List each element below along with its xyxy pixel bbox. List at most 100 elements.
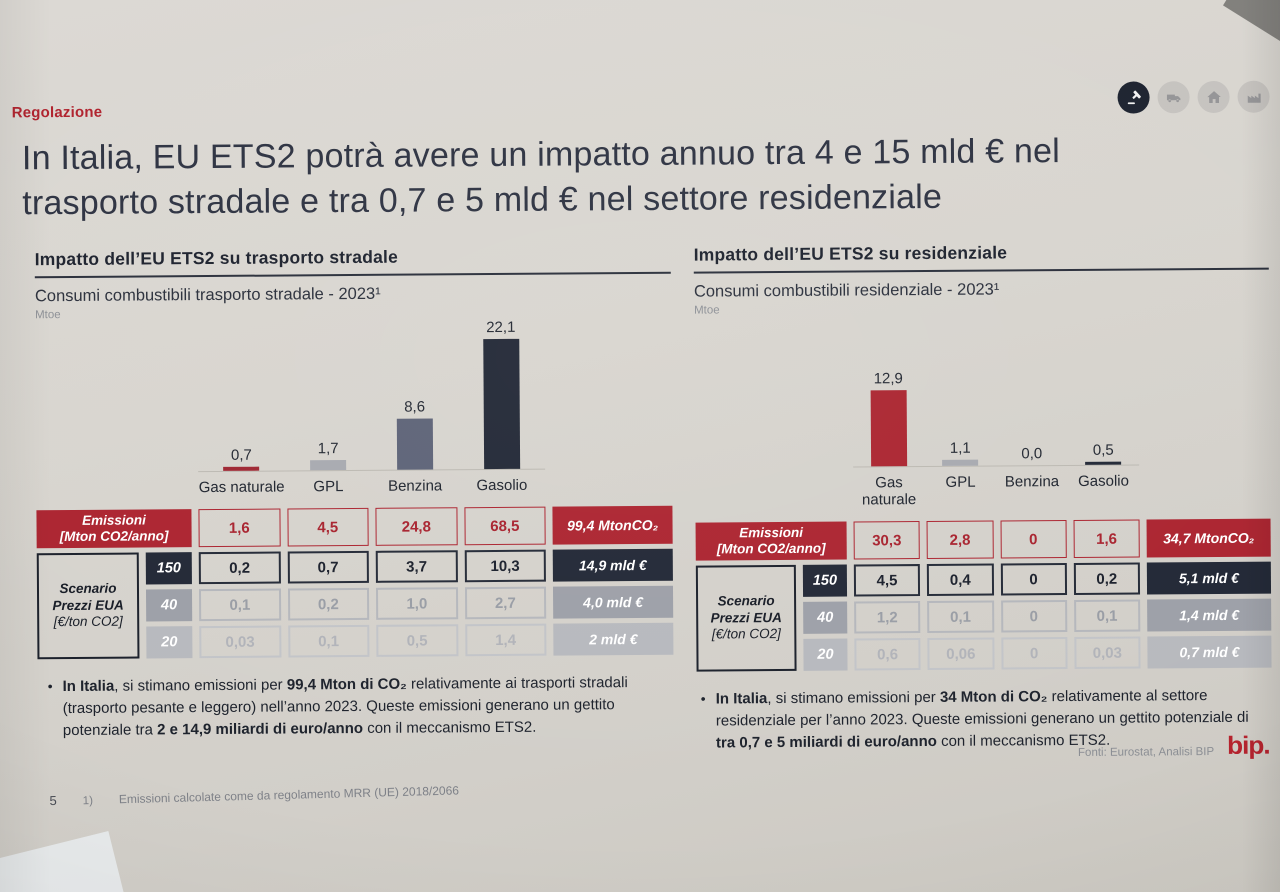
price-label-40: 40 <box>145 589 193 622</box>
section-subtitle: Consumi combustibili residenziale - 2023… <box>693 280 1000 301</box>
bullet-marker: • <box>47 678 53 695</box>
house-icon <box>1197 80 1230 114</box>
scenario-label: Scenario <box>717 592 775 609</box>
scenario-value: 3,7 <box>375 550 458 583</box>
scenario-value: 0,2 <box>198 551 281 585</box>
emissions-value: 24,8 <box>375 507 458 546</box>
scenario-value: 0 <box>1000 637 1068 670</box>
scenario-value: 10,3 <box>464 549 546 583</box>
scenario-value: 0,03 <box>1074 636 1141 669</box>
price-label-150: 150 <box>802 564 848 597</box>
scenario-label: Scenario <box>59 580 117 596</box>
bullet-marker: • <box>700 690 706 707</box>
bar <box>310 460 347 471</box>
category-labels: Gas naturale GPL Benzina Gasolio <box>853 473 1139 509</box>
category-label: Gas naturale <box>861 474 917 509</box>
scenario-value: 0 <box>1000 600 1068 633</box>
panel-trasporto-stradale: Impatto dell’EU ETS2 su trasporto strada… <box>34 244 674 742</box>
bar-value-label: 0,7 <box>230 446 252 464</box>
emissions-header: Emissioni [Mton CO2/anno] <box>695 521 847 561</box>
price-label-40: 40 <box>803 601 848 634</box>
emissions-value: 1,6 <box>1073 519 1140 558</box>
chart-column: 22,1 <box>457 318 545 470</box>
chart-column: 1,1 <box>924 439 996 466</box>
scenario-value: 4,5 <box>853 564 921 597</box>
chart-column: 12,9 <box>852 370 924 467</box>
title-line-1: In Italia, EU ETS2 potrà avere un impatt… <box>21 132 1061 178</box>
bar-value-label: 8,6 <box>404 398 426 416</box>
scenario-value: 1,0 <box>375 587 458 620</box>
footnote-row: 5 1) Emissioni calcolate come da regolam… <box>49 782 459 808</box>
sources-note: Fonti: Eurostat, Analisi BIP <box>1077 745 1215 759</box>
bar-value-label: 22,1 <box>486 318 516 336</box>
axis-unit-label: Mtoe <box>694 304 720 317</box>
scenario-value: 0,2 <box>1073 562 1141 595</box>
scenario-table-trasporto: Emissioni [Mton CO2/anno] 1,6 4,5 24,8 6… <box>36 505 674 660</box>
scenario-value: 1,4 <box>464 623 547 657</box>
bip-logo: bip. <box>1226 731 1270 760</box>
gavel-icon <box>1117 81 1150 114</box>
scenario-sublabel: [€/ton CO2] <box>53 614 123 630</box>
category-icon-row <box>1117 80 1270 114</box>
bar <box>482 338 520 470</box>
scenario-label: Prezzi EUA <box>52 597 124 613</box>
price-label-150: 150 <box>145 552 192 585</box>
scenario-value: 0,03 <box>199 625 281 659</box>
panel-residenziale: Impatto dell’EU ETS2 su residenziale Con… <box>693 240 1273 754</box>
scenario-value: 0,1 <box>287 624 370 658</box>
chart-column: 0,0 <box>996 445 1068 466</box>
bullet-text: In Italia, si stimano emissioni per 99,4… <box>62 674 628 739</box>
truck-icon <box>1157 81 1190 114</box>
emissions-value: 2,8 <box>926 520 994 559</box>
axis-unit-label: Mtoe <box>35 309 61 322</box>
chart-column: 0,5 <box>1067 441 1139 465</box>
footnote-marker: 1) <box>82 794 94 808</box>
bar-value-label: 1,1 <box>949 439 971 457</box>
emissions-label: Emissioni <box>82 512 146 528</box>
category-label: GPL <box>313 478 344 496</box>
bar <box>396 418 434 470</box>
page-number: 5 <box>49 792 57 809</box>
scenario-value: 0,7 <box>287 550 369 584</box>
scenario-total: 14,9 mld € <box>552 548 673 582</box>
category-label: Gasolio <box>1078 472 1129 490</box>
price-label-20: 20 <box>803 638 848 671</box>
emissions-label: Emissioni <box>739 524 804 541</box>
category-label: Gasolio <box>476 476 528 495</box>
scenario-sublabel: [€/ton CO2] <box>711 626 781 642</box>
bar-chart-residenziale: 12,9 1,1 0,0 0,5 <box>852 315 1140 468</box>
category-label: Benzina <box>1004 473 1060 491</box>
scenario-value: 0,1 <box>927 600 994 633</box>
emissions-header: Emissioni [Mton CO2/anno] <box>36 509 192 549</box>
page-title: In Italia, EU ETS2 potrà avere un impatt… <box>22 128 1183 227</box>
scenario-label-box: Scenario Prezzi EUA [€/ton CO2] <box>695 564 797 672</box>
bar-value-label: 1,7 <box>317 440 339 458</box>
section-subtitle: Consumi combustibili trasporto stradale … <box>34 284 381 306</box>
scenario-value: 0,2 <box>287 587 370 621</box>
emissions-total: 99,4 MtonCO₂ <box>552 505 673 545</box>
bullet-trasporto: • In Italia, si stimano emissioni per 99… <box>38 672 674 742</box>
bar <box>1085 461 1122 465</box>
bullet-residenziale: • In Italia, si stimano emissioni per 34… <box>697 685 1272 754</box>
scenario-value: 0,6 <box>854 638 921 671</box>
bullet-text: In Italia, si stimano emissioni per 34 M… <box>715 687 1249 751</box>
bar-value-label: 12,9 <box>873 370 903 388</box>
scenario-label: Prezzi EUA <box>710 609 782 626</box>
scenario-value: 0,4 <box>927 563 994 596</box>
scenario-value: 0 <box>1000 563 1067 596</box>
scenario-value: 0,1 <box>198 588 281 622</box>
emissions-value: 4,5 <box>286 507 369 547</box>
bar <box>870 390 907 467</box>
chart-column: 1,7 <box>285 440 372 471</box>
scenario-total: 0,7 mld € <box>1147 635 1272 669</box>
emissions-sublabel: [Mton CO2/anno] <box>59 528 169 545</box>
scenario-value: 1,2 <box>854 601 921 634</box>
footnote-text: Emissioni calcolate come da regolamento … <box>118 783 460 807</box>
scenario-value: 0,5 <box>376 624 458 657</box>
section-title: Impatto dell’EU ETS2 su residenziale <box>693 240 1269 274</box>
emissions-total: 34,7 MtonCO₂ <box>1146 518 1271 558</box>
price-label-20: 20 <box>146 626 193 659</box>
emissions-value: 1,6 <box>198 508 281 548</box>
section-title: Impatto dell’EU ETS2 su trasporto strada… <box>34 244 671 279</box>
